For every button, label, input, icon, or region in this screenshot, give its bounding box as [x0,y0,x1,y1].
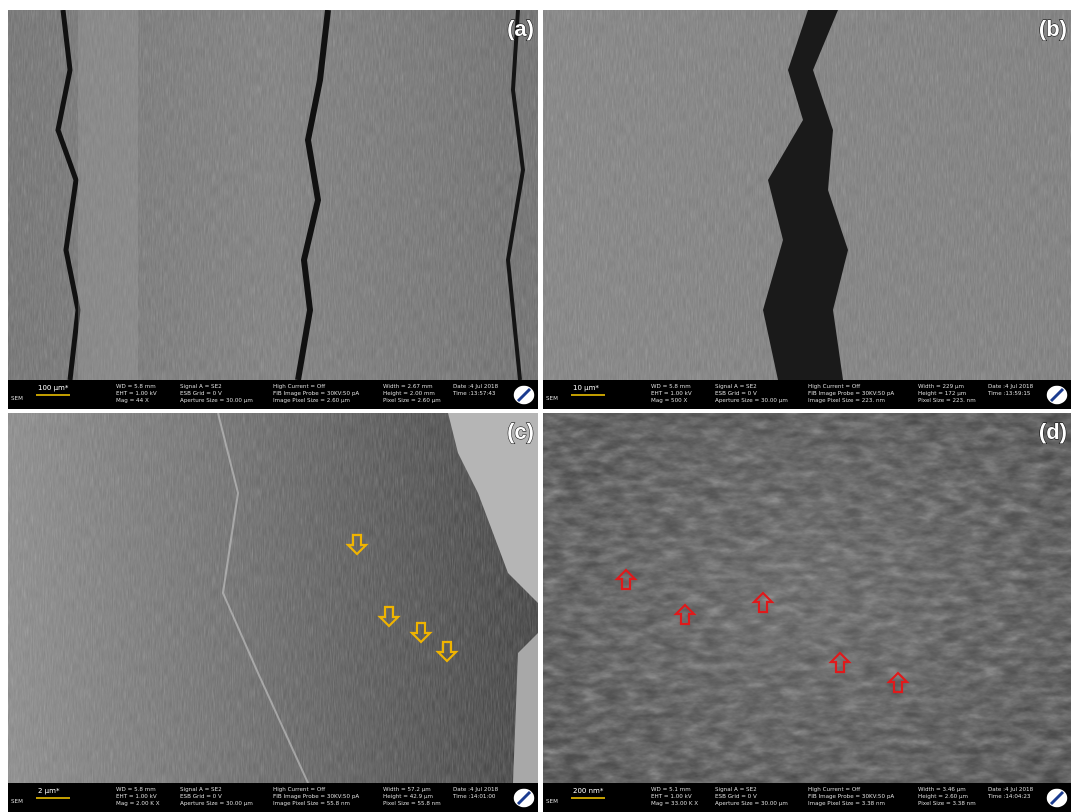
sem-image: (a) [8,10,538,380]
info-text: Aperture Size = 30.00 µm [715,398,788,404]
info-text: Height = 42.9 µm [383,794,433,800]
info-text: Date :4 Jul 2018 [453,384,499,390]
info-text: Time :14:01:00 [452,794,496,800]
info-text: Date :4 Jul 2018 [988,787,1034,793]
info-text: Mag = 500 X [651,398,688,404]
sem-image: (c) [8,413,538,783]
info-text: EHT = 1.00 kV [116,794,157,800]
info-text: WD = 5.1 mm [651,787,691,793]
info-text: Image Pixel Size = 223. nm [808,398,885,404]
info-text: Pixel Size = 2.60 µm [383,398,441,404]
info-text: Aperture Size = 30.00 µm [180,398,253,404]
info-text: WD = 5.8 mm [116,787,156,793]
info-text: Pixel Size = 55.8 nm [383,801,441,807]
info-text: High Current = Off [273,787,325,793]
info-text: WD = 5.8 mm [651,384,691,390]
panel-label: (c) [507,419,534,444]
info-text: Signal A = SE2 [180,787,222,793]
detector: SEM [11,799,23,805]
panel-label: (d) [1039,419,1067,444]
info-text: ESB Grid = 0 V [180,794,222,800]
info-text: Width = 57.2 µm [383,787,431,793]
info-text: Width = 3.46 µm [918,787,966,793]
info-text: Signal A = SE2 [715,787,757,793]
info-text: Date :4 Jul 2018 [988,384,1034,390]
sem-image: (b) [543,10,1071,380]
panel-label: (b) [1039,16,1067,41]
info-text: Mag = 2.00 K X [116,801,160,807]
scale-text: 200 nm* [573,787,604,795]
info-text: Signal A = SE2 [715,384,757,390]
info-text: Pixel Size = 223. nm [918,398,976,404]
info-text: EHT = 1.00 kV [651,794,692,800]
info-text: Width = 2.67 mm [383,384,433,390]
info-text: High Current = Off [273,384,325,390]
texture [8,413,538,783]
light-band [78,10,138,380]
info-text: Signal A = SE2 [180,384,222,390]
page: {"panels": [ {"label": "(a)", "detector"… [0,0,1071,812]
info-text: Mag = 33.00 K X [651,801,698,807]
info-text: Width = 229 µm [918,384,964,390]
detector: SEM [546,799,558,805]
info-text: ESB Grid = 0 V [180,391,222,397]
sem-image: (d) [543,413,1071,783]
info-text: Height = 2.00 mm [383,391,435,397]
info-text: Image Pixel Size = 2.60 µm [273,398,350,404]
info-text: High Current = Off [808,384,860,390]
scale-text: 100 µm* [38,384,69,392]
info-text: FIB Image Probe = 30KV:50 pA [273,391,359,397]
detector: SEM [11,396,23,402]
detector: SEM [546,396,558,402]
info-text: Aperture Size = 30.00 µm [715,801,788,807]
info-text: Image Pixel Size = 3.38 nm [808,801,885,807]
info-text: Image Pixel Size = 55.8 nm [273,801,350,807]
info-text: WD = 5.8 mm [116,384,156,390]
info-text: Aperture Size = 30.00 µm [180,801,253,807]
info-text: FIB Image Probe = 30KV:50 pA [273,794,359,800]
info-text: High Current = Off [808,787,860,793]
info-text: ESB Grid = 0 V [715,391,757,397]
info-text: Mag = 44 X [116,398,149,404]
body: (a)SEM100 µm*WD = 5.8 mmEHT = 1.00 kVMag… [0,0,1071,812]
info-text: FIB Image Probe = 30KV:50 pA [808,391,894,397]
info-text: ESB Grid = 0 V [715,794,757,800]
info-text: Date :4 Jul 2018 [453,787,499,793]
info-text: FIB Image Probe = 30KV:50 pA [808,794,894,800]
info-text: Pixel Size = 3.38 nm [918,801,976,807]
info-bar: SEM 100 µm* WD = 5.8 mmEHT = 1.00 kVMag = … [8,380,538,409]
scale-text: 2 µm* [38,787,60,795]
info-text: EHT = 1.00 kV [651,391,692,397]
texture [543,413,1071,783]
info-text: Time :14:04:23 [987,794,1031,800]
info-text: Time :13:59:15 [987,391,1031,397]
panel-label: (a) [507,16,534,41]
info-text: Time :13:57:43 [452,391,496,397]
info-text: Height = 2.60 µm [918,794,968,800]
scale-text: 10 µm* [573,384,599,392]
figure: (a)SEM100 µm*WD = 5.8 mmEHT = 1.00 kVMag… [0,0,1071,812]
info-text: EHT = 1.00 kV [116,391,157,397]
info-text: Height = 172 µm [918,391,966,397]
